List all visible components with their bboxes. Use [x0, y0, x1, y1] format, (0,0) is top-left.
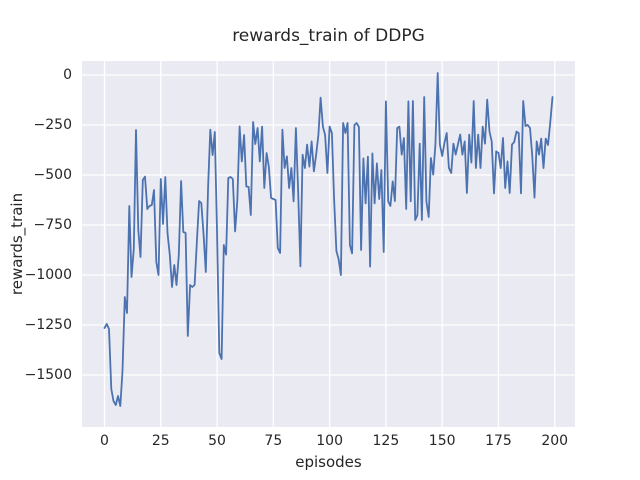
x-tick-label: 75: [264, 433, 283, 449]
y-tick-label: −1500: [24, 367, 72, 383]
x-tick-label: 200: [541, 433, 569, 449]
y-axis-label-text: rewards_train: [8, 192, 26, 296]
x-tick-label: 50: [208, 433, 226, 449]
x-tick-label: 175: [485, 433, 512, 449]
series-line-rewards_train: [103, 72, 554, 407]
x-tick-label: 0: [100, 433, 109, 449]
y-tick-label: 0: [63, 67, 72, 83]
y-tick-label: −750: [33, 217, 72, 233]
x-tick-label: 125: [372, 433, 400, 449]
x-axis-label: episodes: [295, 453, 362, 471]
y-tick-label: −1000: [24, 267, 72, 283]
x-tick-label: 150: [428, 433, 456, 449]
y-tick-label: −500: [33, 167, 72, 183]
line-chart-svg: [82, 61, 575, 427]
y-tick-label: −1250: [24, 317, 72, 333]
x-tick-label: 25: [151, 433, 170, 449]
chart-title: rewards_train of DDPG: [232, 26, 425, 46]
y-tick-label: −250: [33, 117, 72, 133]
x-tick-label: 100: [316, 433, 343, 449]
plot-area: [82, 61, 575, 427]
